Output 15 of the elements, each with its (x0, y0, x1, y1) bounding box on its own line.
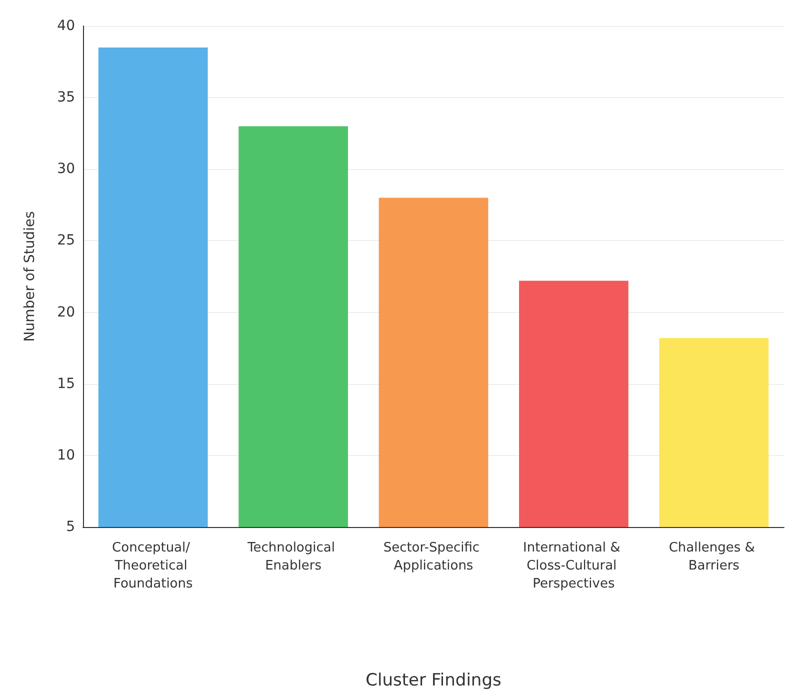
y-tick-label: 35 (57, 90, 75, 106)
y-tick-label: 30 (57, 161, 75, 178)
x-axis-title: Cluster Findings (366, 670, 502, 690)
y-tick-label: 40 (57, 18, 75, 34)
x-tick-label: Sector-Specific Applications (383, 540, 484, 574)
y-tick-label: 5 (66, 519, 75, 535)
y-tick-label: 25 (57, 232, 75, 249)
y-tick-label: 10 (57, 447, 75, 464)
y-tick-label: 20 (57, 304, 75, 320)
x-tick-label: Challenges & Barriers (668, 540, 759, 574)
x-tick-label: International & Closs-Cultural Perspectives (523, 540, 624, 592)
y-axis-title: Number of Studies (22, 211, 38, 342)
x-tick-label: Technological Enablers (246, 540, 340, 574)
x-tick-label: Conceptual/ Theoretical Foundations (112, 540, 194, 592)
y-tick-label: 15 (57, 376, 75, 392)
